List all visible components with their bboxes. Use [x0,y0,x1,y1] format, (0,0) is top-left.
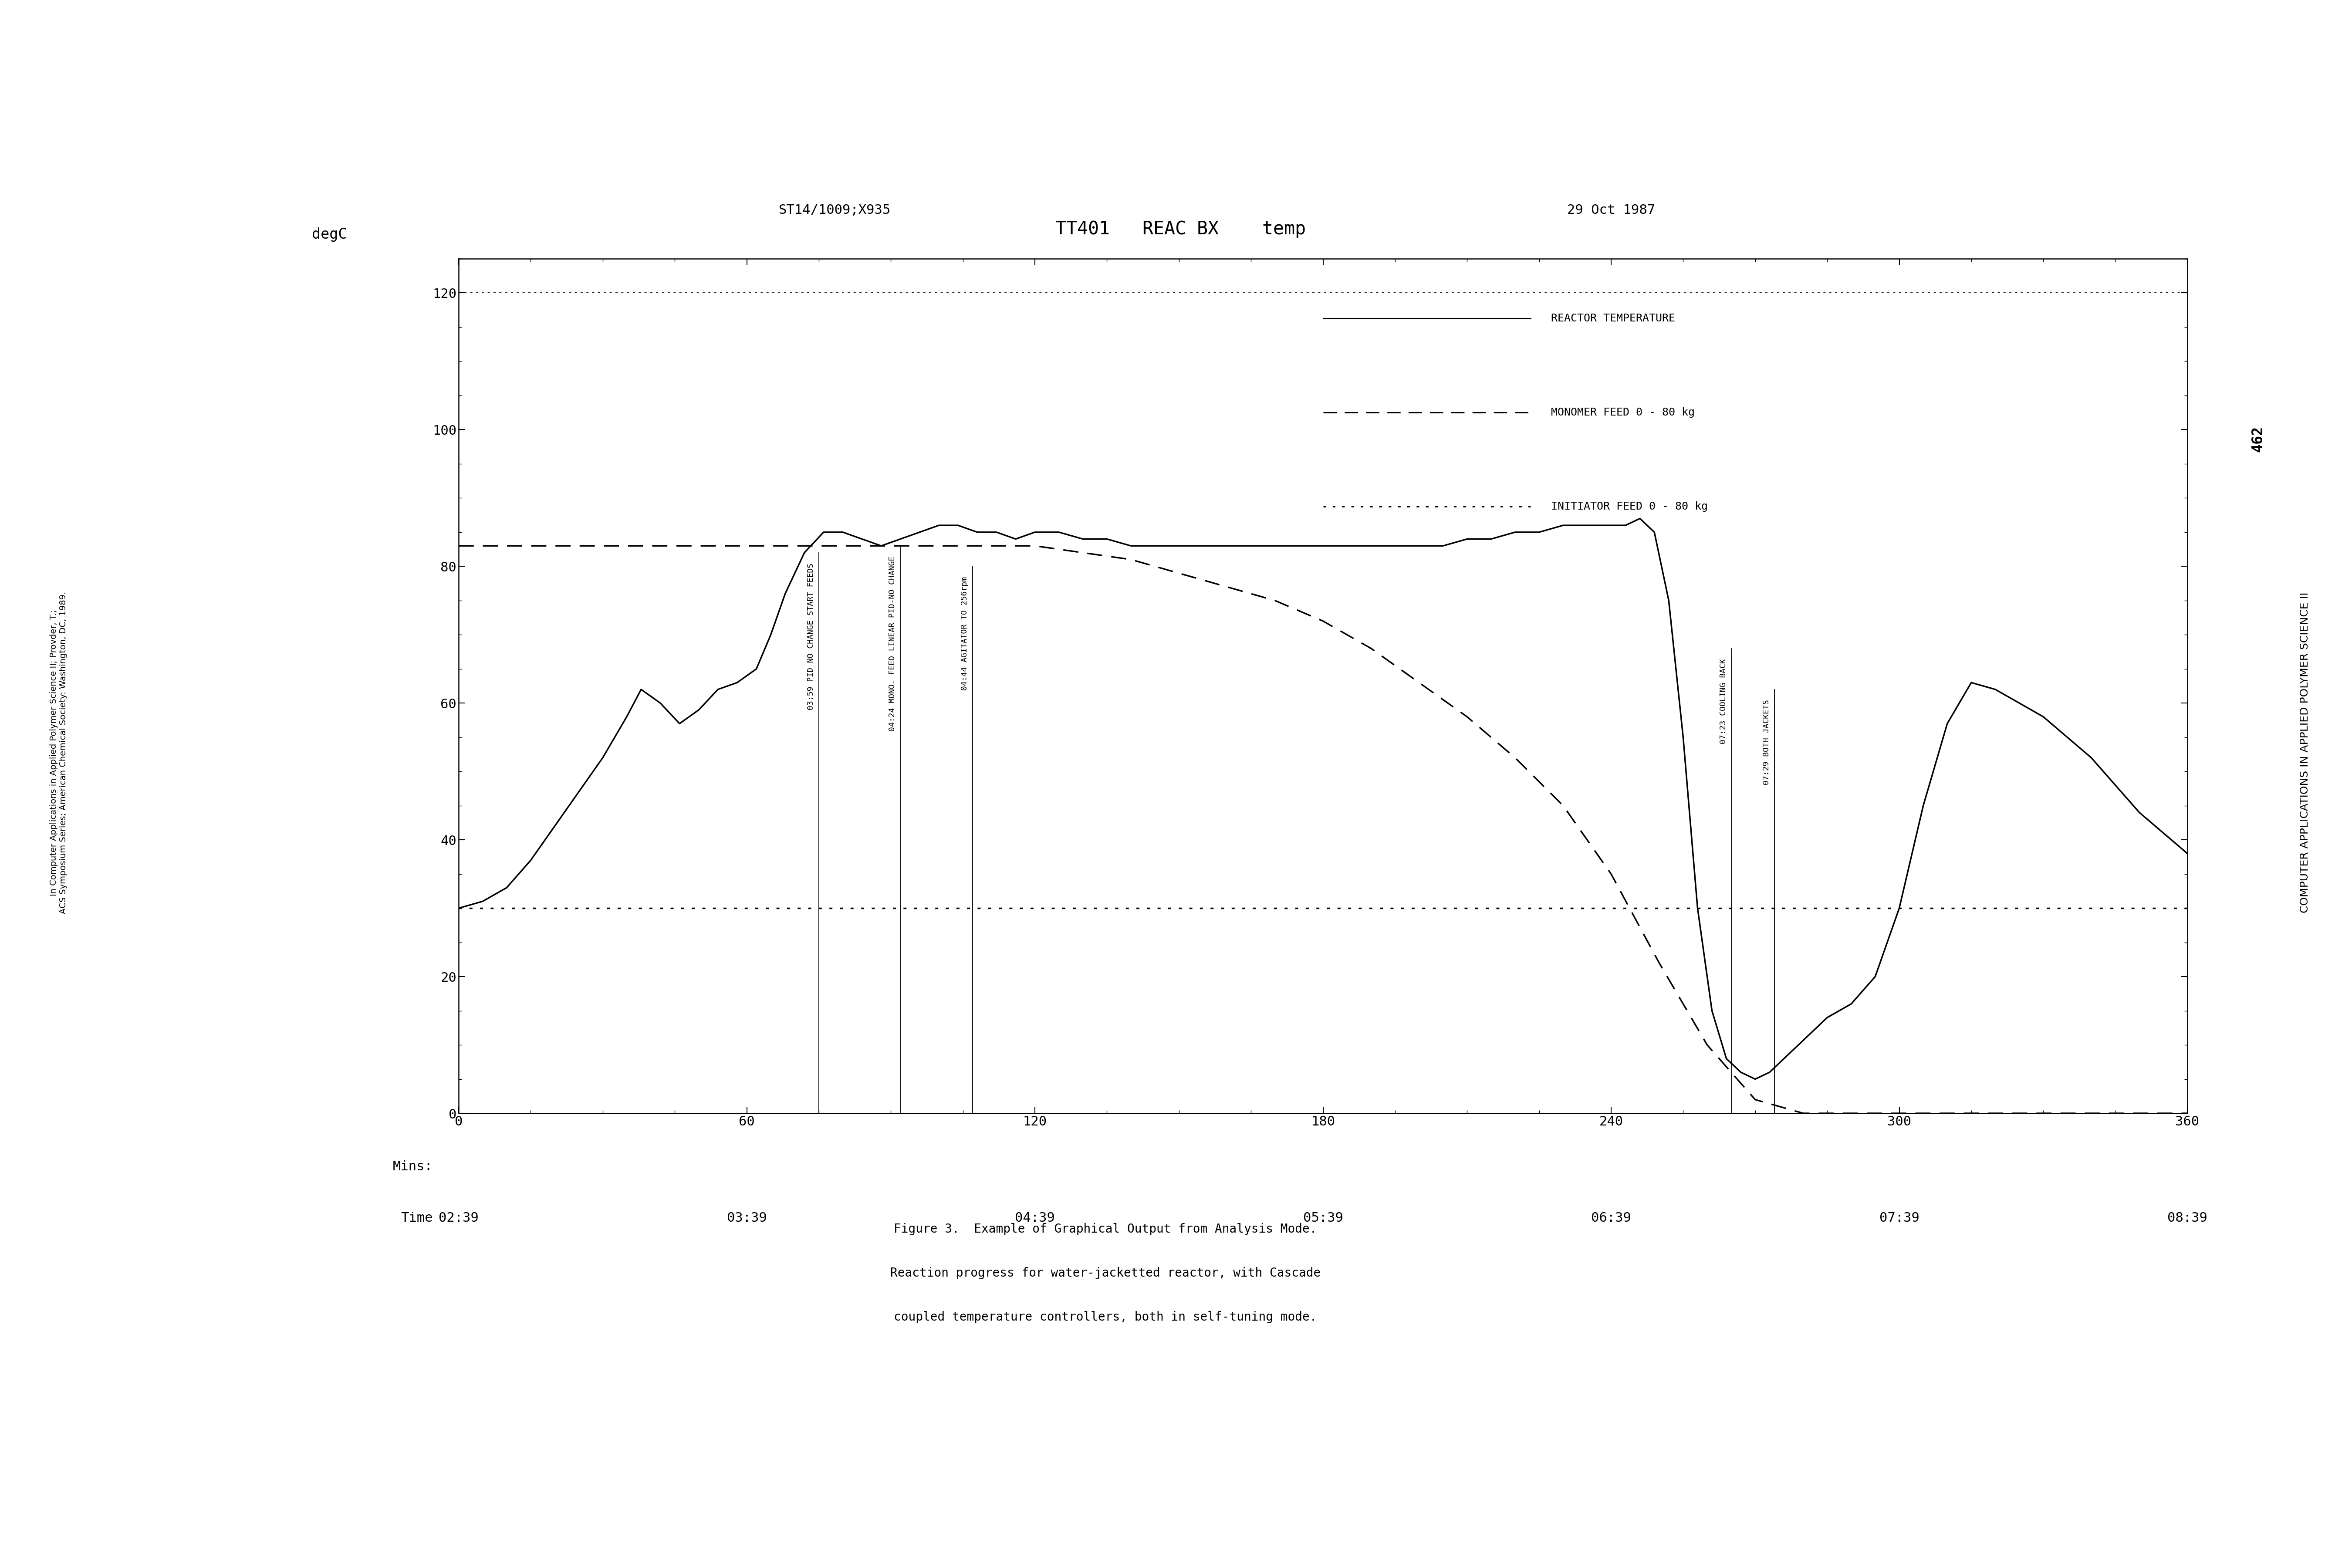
Text: 04:24 MONO. FEED LINEAR PID-NO CHANGE: 04:24 MONO. FEED LINEAR PID-NO CHANGE [889,557,896,731]
Text: In Computer Applications in Applied Polymer Science II; Provder, T.;
ACS Symposi: In Computer Applications in Applied Poly… [49,591,68,914]
Text: INITIATOR FEED 0 - 80 kg: INITIATOR FEED 0 - 80 kg [1552,502,1708,511]
Text: 29 Oct 1987: 29 Oct 1987 [1566,204,1656,216]
Text: 462: 462 [2251,426,2265,452]
Text: Figure 3.  Example of Graphical Output from Analysis Mode.: Figure 3. Example of Graphical Output fr… [894,1223,1317,1236]
Text: REACTOR TEMPERATURE: REACTOR TEMPERATURE [1552,314,1675,323]
Text: TT401   REAC BX    temp: TT401 REAC BX temp [1056,220,1305,238]
Text: 04:44 AGITATOR TO 256rpm: 04:44 AGITATOR TO 256rpm [960,577,969,690]
Text: 03:39: 03:39 [727,1212,767,1225]
Text: 07:39: 07:39 [1879,1212,1919,1225]
Text: ST14/1009;X935: ST14/1009;X935 [779,204,891,216]
Text: COMPUTER APPLICATIONS IN APPLIED POLYMER SCIENCE II: COMPUTER APPLICATIONS IN APPLIED POLYMER… [2300,593,2310,913]
Text: 03:59 PID NO CHANGE START FEEDS: 03:59 PID NO CHANGE START FEEDS [807,563,814,710]
Text: Mins:: Mins: [393,1160,433,1173]
Text: 08:39: 08:39 [2166,1212,2209,1225]
Text: 07:29 BOTH JACKETS: 07:29 BOTH JACKETS [1762,699,1771,786]
Text: Reaction progress for water-jacketted reactor, with Cascade: Reaction progress for water-jacketted re… [889,1267,1322,1279]
Text: degC: degC [313,227,346,241]
Text: Time: Time [400,1212,433,1225]
Text: coupled temperature controllers, both in self-tuning mode.: coupled temperature controllers, both in… [894,1311,1317,1323]
Text: 07:23 COOLING BACK: 07:23 COOLING BACK [1719,659,1726,743]
Text: 04:39: 04:39 [1014,1212,1056,1225]
Text: 06:39: 06:39 [1590,1212,1632,1225]
Text: 05:39: 05:39 [1303,1212,1343,1225]
Text: MONOMER FEED 0 - 80 kg: MONOMER FEED 0 - 80 kg [1552,408,1696,417]
Text: 02:39: 02:39 [437,1212,480,1225]
